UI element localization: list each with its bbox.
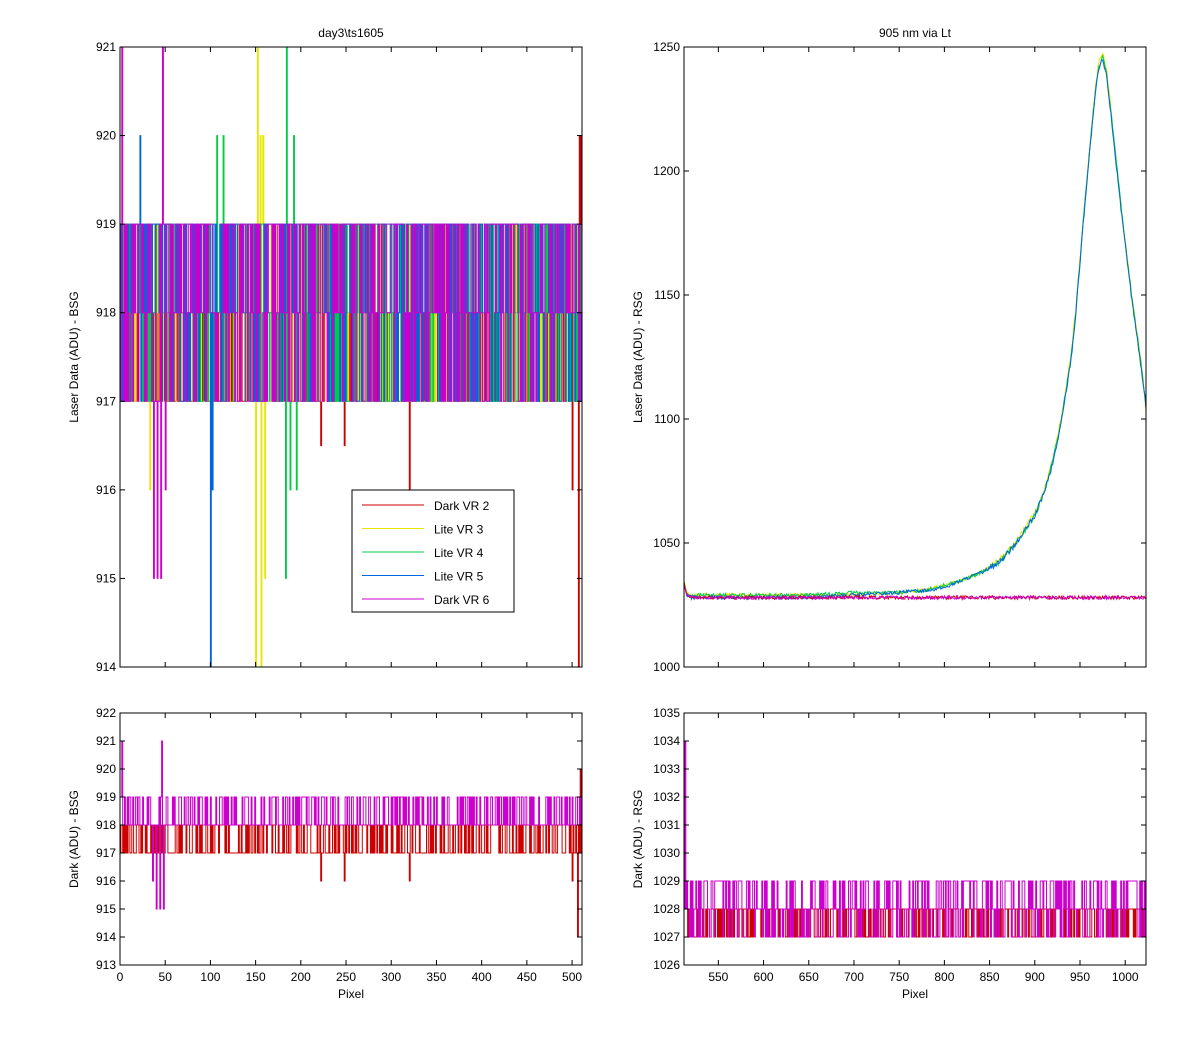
chart-panel-4: 550 600 650 700 750 800 850 900 950 1000 1026 1027 1… (631, 706, 1147, 1001)
plot-area (684, 740, 1146, 938)
axes-box (119, 46, 583, 668)
y-tick-label: 1000 (653, 660, 680, 674)
series-line-lite-vr-5 (684, 59, 1146, 602)
series-line-dark-vr-6 (120, 47, 582, 579)
y-tick-label: 921 (96, 40, 116, 54)
series-line-lite-vr-3 (684, 52, 1146, 598)
y-tick-label: 917 (96, 394, 116, 408)
x-tick-label: 550 (708, 970, 728, 984)
legend-box (351, 489, 515, 613)
y-tick-label: 1033 (653, 762, 680, 776)
y-tick-label: 917 (96, 846, 116, 860)
y-tick-label: 914 (96, 930, 116, 944)
y-tick-label: 920 (96, 762, 116, 776)
y-tick-label: 1035 (653, 706, 680, 720)
legend-entry: Dark VR 6 (434, 593, 490, 607)
y-tick-label: 1029 (653, 874, 680, 888)
y-tick-label: 1050 (653, 536, 680, 550)
y-axis-label: Laser Data (ADU) - BSG (67, 291, 81, 422)
x-tick-label: 100 (200, 970, 220, 984)
x-tick-label: 350 (426, 970, 446, 984)
y-tick-label: 1032 (653, 790, 680, 804)
x-tick-label: 200 (291, 970, 311, 984)
y-tick-label: 921 (96, 734, 116, 748)
x-axis-label: Pixel (338, 987, 364, 1001)
plot-area (120, 740, 582, 938)
y-tick-label: 920 (96, 129, 116, 143)
x-tick-label: 950 (1070, 970, 1090, 984)
y-tick-label: 913 (96, 958, 116, 972)
series-line-dark-vr-2 (120, 768, 582, 938)
y-tick-label: 919 (96, 217, 116, 231)
axes-box (119, 712, 583, 966)
legend-entry: Dark VR 2 (434, 499, 490, 513)
x-tick-label: 700 (844, 970, 864, 984)
y-axis-label: Dark (ADU) - BSG (67, 790, 81, 888)
chart-panel-3: 0 50 100 150 200 250 300 350 400 450 500 913 914 915 9… (67, 706, 583, 1001)
x-tick-label: 150 (246, 970, 266, 984)
y-tick-label: 918 (96, 818, 116, 832)
y-tick-label: 1028 (653, 902, 680, 916)
series-line-lite-vr-4 (684, 55, 1146, 599)
y-tick-label: 1030 (653, 846, 680, 860)
series-line-dark-vr-6 (684, 583, 1146, 601)
chart-panel-2: 1000 1050 1100 1150 1200 1250 905 nm via Lt Las… (631, 26, 1147, 674)
y-tick-label: 1100 (654, 412, 680, 426)
y-tick-label: 1034 (653, 734, 680, 748)
axes-box (683, 712, 1147, 966)
x-tick-label: 650 (799, 970, 819, 984)
y-axis-label: Dark (ADU) - RSG (631, 790, 645, 889)
y-tick-label: 914 (96, 660, 116, 674)
x-tick-label: 1000 (1112, 970, 1139, 984)
y-tick-label: 1027 (653, 930, 680, 944)
x-tick-label: 450 (517, 970, 537, 984)
x-tick-label: 900 (1025, 970, 1045, 984)
legend-entry: Lite VR 5 (434, 570, 484, 584)
y-tick-label: 1250 (653, 40, 680, 54)
plot-area (684, 52, 1146, 602)
y-tick-label: 1026 (653, 958, 680, 972)
y-tick-label: 919 (96, 790, 116, 804)
chart-title: 905 nm via Lt (879, 26, 952, 40)
x-tick-label: 50 (159, 970, 173, 984)
y-tick-label: 916 (96, 483, 116, 497)
x-tick-label: 850 (980, 970, 1000, 984)
x-tick-label: 750 (889, 970, 909, 984)
legend-entry: Lite VR 4 (434, 546, 484, 560)
y-tick-label: 1150 (654, 288, 680, 302)
chart-title: day3\ts1605 (318, 26, 384, 40)
y-tick-label: 1200 (653, 164, 680, 178)
y-tick-label: 915 (96, 571, 116, 585)
x-tick-label: 0 (117, 970, 124, 984)
x-tick-label: 250 (336, 970, 356, 984)
y-tick-label: 922 (96, 706, 116, 720)
series-line-dark-vr-6 (684, 740, 1146, 938)
x-tick-label: 600 (754, 970, 774, 984)
x-tick-label: 500 (562, 970, 582, 984)
y-axis-label: Laser Data (ADU) - RSG (631, 291, 645, 423)
x-tick-label: 800 (934, 970, 954, 984)
chart-panel-1: 914 915 916 917 918 919 920 921 day3\ts1605 Laser… (67, 26, 583, 674)
x-tick-label: 300 (381, 970, 401, 984)
x-tick-label: 400 (472, 970, 492, 984)
y-tick-label: 915 (96, 902, 116, 916)
legend: Dark VR 2 Lite VR 3 Lite VR 4 Lite VR 5 Dark… (351, 489, 515, 613)
x-axis-label: Pixel (902, 987, 928, 1001)
legend-entry: Lite VR 3 (434, 523, 484, 537)
series-line-dark-vr-6 (120, 740, 582, 910)
y-tick-label: 918 (96, 306, 116, 320)
y-tick-label: 916 (96, 874, 116, 888)
axes-box (683, 46, 1147, 668)
y-tick-label: 1031 (653, 818, 680, 832)
plot-area (120, 47, 582, 667)
